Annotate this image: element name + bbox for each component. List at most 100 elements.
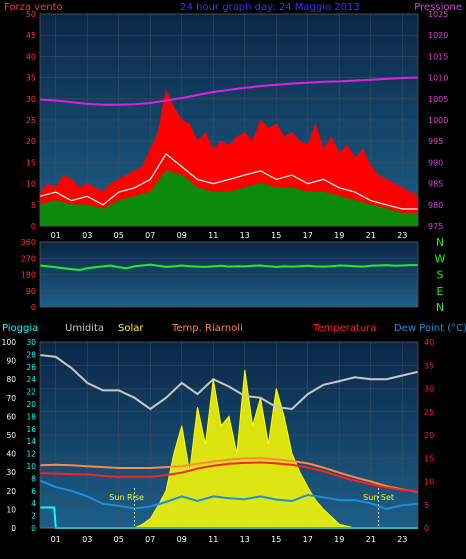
temperature-x-tick: 09 [177,535,187,544]
wind-left-tick: 35 [26,74,36,83]
rain-tick: 28 [26,350,36,359]
pressure-right-tick: 1005 [428,95,448,104]
pressure-right-tick: 975 [428,222,443,231]
rain-tick: 18 [26,412,36,421]
temperature-right-tick: 0 [424,524,429,533]
pressure-right-tick: 1020 [428,31,448,40]
temperature-right-tick: 35 [424,361,434,370]
temperature-right-tick: 10 [424,478,434,487]
rain-tick: 0 [31,524,36,533]
humidity-tick: 0 [11,524,16,533]
pressure-right-tick: 1015 [428,52,448,61]
wind-x-tick: 23 [397,231,407,240]
temperature-x-tick: 05 [114,535,124,544]
temperature-right-tick: 40 [424,338,434,347]
rain-tick: 10 [26,462,36,471]
pressure-right-tick: 1025 [428,10,448,19]
wind-direction-line [39,263,418,272]
wind-left-tick: 15 [26,158,36,167]
temperature-x-tick: 15 [271,535,281,544]
wind-left-tick: 0 [31,222,36,231]
compass-label: W [435,252,446,265]
wind-x-tick: 07 [145,231,155,240]
rain-tick: 26 [26,363,36,372]
temperature-right-tick: 25 [424,408,434,417]
temperature-x-tick: 01 [51,535,61,544]
temperature-right-tick: 5 [424,501,429,510]
direction-tick: 90 [26,287,36,296]
rain-tick: 8 [31,474,36,483]
header-title: 24 hour graph day: 24 Maggio 2013 [180,2,360,13]
pressure-right-tick: 1000 [428,116,448,125]
wind-x-tick: 19 [334,231,344,240]
wind-x-tick: 13 [240,231,250,240]
rain-tick: 22 [26,388,36,397]
rain-tick: 20 [26,400,36,409]
sun-event-label: Sun Rise [109,493,144,502]
pressure-right-tick: 1010 [428,74,448,83]
temperature-x-tick: 17 [303,535,313,544]
temperature-x-tick: 23 [397,535,407,544]
legend-item: Dew Point (°C) [394,323,466,334]
pressure-right-tick: 985 [428,180,443,189]
wind-left-tick: 45 [26,31,36,40]
wind-x-tick: 01 [51,231,61,240]
direction-tick: 270 [21,254,36,263]
pressure-right-tick: 995 [428,137,443,146]
humidity-tick: 20 [6,487,16,496]
humidity-tick: 70 [6,394,16,403]
direction-tick: 180 [21,271,36,280]
wind-left-tick: 50 [26,10,36,19]
temperature-right-tick: 15 [424,454,434,463]
wind-x-tick: 21 [366,231,376,240]
humidity-tick: 50 [6,431,16,440]
compass-label: N [436,236,444,249]
temperature-x-tick: 03 [82,535,92,544]
wind-x-tick: 17 [303,231,313,240]
rain-tick: 30 [26,338,36,347]
rain-tick: 12 [26,450,36,459]
header-left-label: Forza vento [4,2,63,13]
wind-left-tick: 40 [26,52,36,61]
humidity-line [39,354,419,411]
wind-x-tick: 09 [177,231,187,240]
header-right-label: Pressione [414,2,462,13]
humidity-tick: 80 [6,375,16,384]
wind-left-tick: 5 [31,201,36,210]
humidity-tick: 30 [6,468,16,477]
humidity-tick: 60 [6,412,16,421]
temperature-x-tick: 11 [208,535,218,544]
legend-item: Umidita [65,323,104,334]
humidity-tick: 40 [6,450,16,459]
direction-tick: 360 [21,238,36,247]
compass-label: S [437,269,444,282]
temperature-plot-frame [39,341,419,529]
temperature-x-tick: 21 [366,535,376,544]
temperature-x-tick: 19 [334,535,344,544]
wind-x-tick: 11 [208,231,218,240]
wind-plot-frame [39,13,419,227]
pressure-line [39,76,419,106]
heat-index-line [39,457,419,493]
humidity-tick: 90 [6,357,16,366]
pressure-right-tick: 990 [428,158,443,167]
wind-x-tick: 15 [271,231,281,240]
wind-left-tick: 30 [26,95,36,104]
legend-item: Pioggia [2,323,38,334]
legend-item: Temperatura [312,323,377,334]
wind-x-tick: 05 [114,231,124,240]
wind-left-tick: 10 [26,180,36,189]
humidity-tick: 100 [2,338,17,347]
sun-event-label: Sun Set [363,493,394,502]
compass-label: E [437,285,444,298]
rain-tick: 16 [26,425,36,434]
rain-tick: 6 [31,487,36,496]
wind-x-tick: 03 [82,231,92,240]
rain-tick: 14 [26,437,36,446]
compass-label: N [436,301,444,314]
legend-item: Solar [118,323,144,334]
wind-left-tick: 25 [26,116,36,125]
temperature-right-tick: 20 [424,431,434,440]
